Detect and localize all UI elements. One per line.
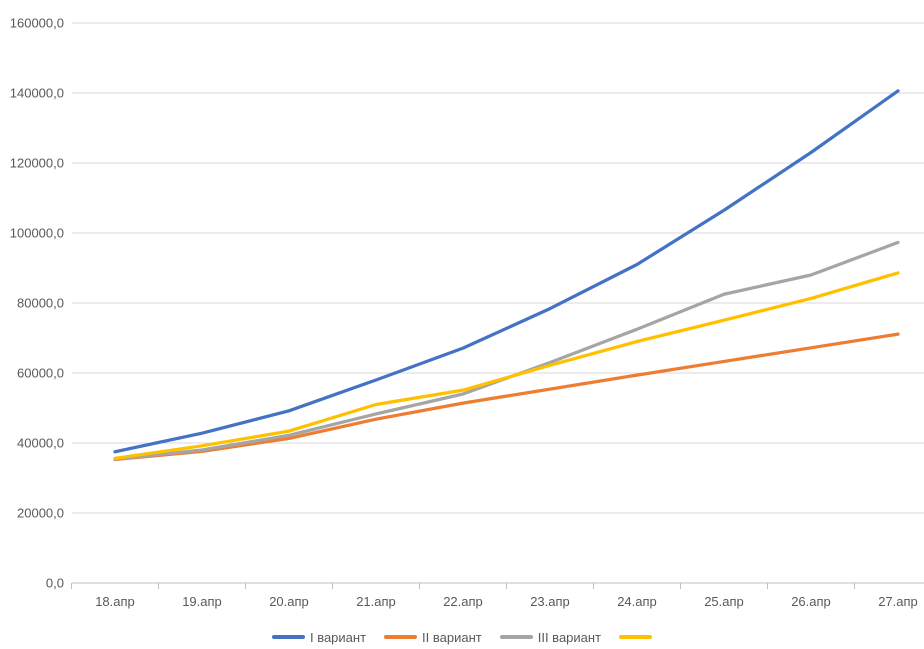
x-tick-label: 19.апр <box>182 594 222 609</box>
y-tick-label: 80000,0 <box>17 296 64 311</box>
legend-label: II вариант <box>422 629 482 645</box>
y-tick-label: 140000,0 <box>10 86 64 101</box>
legend-item-1: I вариант <box>271 629 367 645</box>
x-tick-label: 21.апр <box>356 594 396 609</box>
legend-dash-icon <box>384 635 418 639</box>
series-line-4 <box>113 271 900 461</box>
x-tick-label: 26.апр <box>791 594 831 609</box>
legend-dash-icon <box>499 635 533 639</box>
legend-item-3: III вариант <box>499 629 602 645</box>
x-tick-label: 22.апр <box>443 594 483 609</box>
y-tick-label: 0,0 <box>46 576 64 591</box>
y-tick-label: 60000,0 <box>17 366 64 381</box>
series-line-2 <box>113 332 900 462</box>
x-tick-label: 27.апр <box>878 594 918 609</box>
legend-dash-icon <box>271 635 305 639</box>
legend-item-2: II вариант <box>384 630 482 645</box>
y-tick-label: 40000,0 <box>17 436 64 451</box>
chart-legend: I вариант II вариант III вариант <box>0 626 924 648</box>
legend-dash-icon <box>619 635 653 639</box>
x-tick-label: 23.апр <box>530 594 570 609</box>
y-tick-label: 160000,0 <box>10 16 64 31</box>
legend-item-4 <box>619 635 653 639</box>
x-tick-label: 18.апр <box>95 594 135 609</box>
y-tick-label: 20000,0 <box>17 506 64 521</box>
x-tick-label: 24.апр <box>617 594 657 609</box>
y-tick-label: 120000,0 <box>10 156 64 171</box>
x-tick-label: 20.апр <box>269 594 309 609</box>
x-tick-label: 25.апр <box>704 594 744 609</box>
y-tick-label: 100000,0 <box>10 226 64 241</box>
legend-label: I вариант <box>309 629 367 645</box>
plot-area: 0,0 20000,0 40000,0 60000,0 80000,0 100000,0 1… <box>10 16 924 609</box>
series-line-1 <box>113 89 900 454</box>
legend-label: III вариант <box>537 629 602 645</box>
